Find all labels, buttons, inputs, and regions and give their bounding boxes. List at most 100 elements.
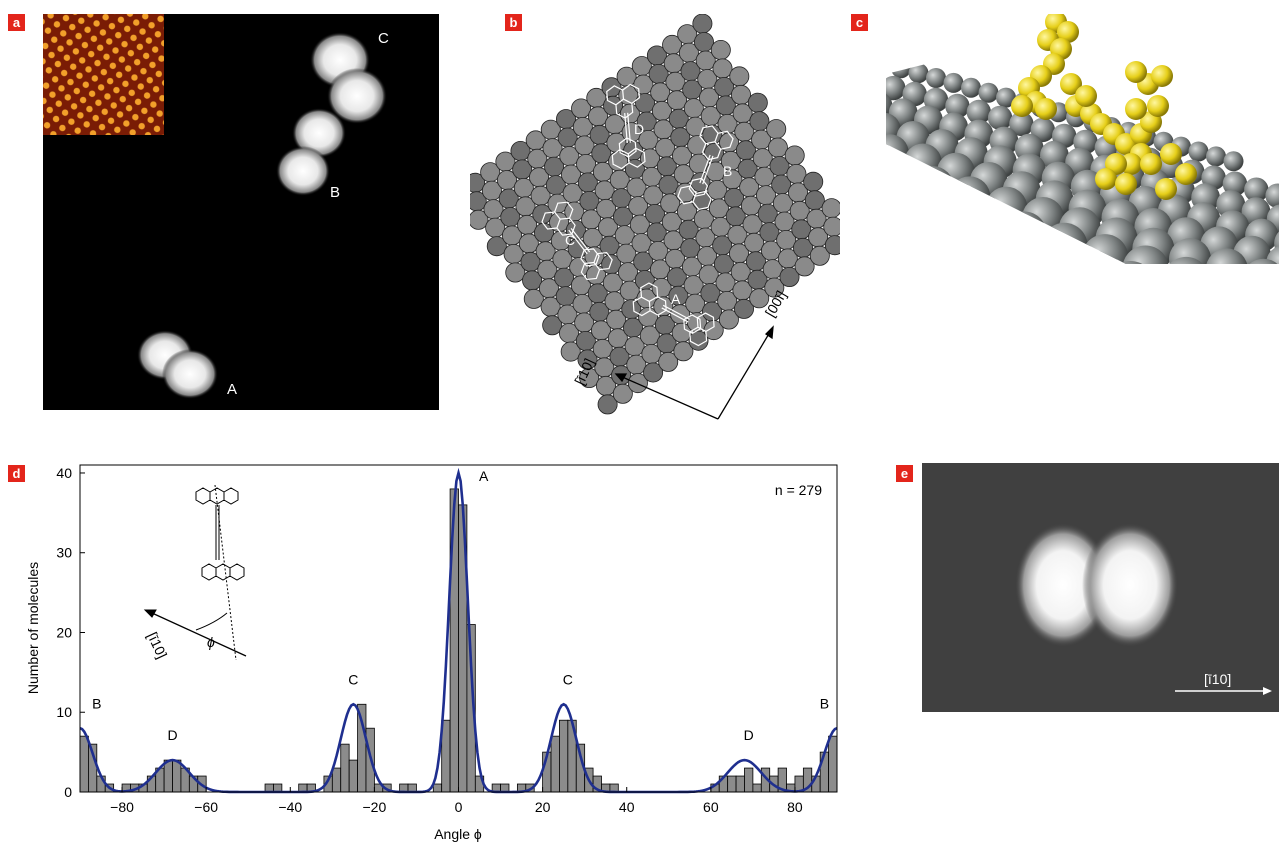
- substrate-sphere: [926, 68, 946, 88]
- molecule-atom: [1140, 153, 1162, 175]
- substrate-sphere: [886, 227, 898, 264]
- surface-atom: [730, 84, 751, 105]
- y-axis-label: Number of molecules: [25, 562, 41, 694]
- substrate-sphere: [934, 233, 990, 264]
- substrate-sphere: [1009, 111, 1034, 137]
- molecule-atom: [1160, 143, 1182, 165]
- peak-label: B: [820, 695, 829, 711]
- substrate-sphere: [1205, 248, 1248, 264]
- peak-label: B: [92, 695, 101, 711]
- stm-image-e: [ī10]: [922, 463, 1279, 712]
- surface-atom: [786, 163, 807, 184]
- panel-label-c: c: [851, 14, 868, 31]
- x-tick-label: −20: [363, 799, 387, 815]
- surface-atom: [579, 367, 600, 388]
- molecule-atom: [1125, 61, 1147, 83]
- surface-atom: [766, 119, 787, 140]
- substrate-sphere: [942, 256, 1002, 264]
- x-axis-ticks: −80 −60 −40 −20 0 20 40 60 80: [110, 787, 803, 815]
- surface-atom: [729, 66, 750, 87]
- surface-atom: [823, 216, 840, 237]
- substrate-sphere: [1244, 177, 1269, 202]
- surface-atom: [560, 341, 581, 362]
- peak-label: C: [348, 671, 358, 687]
- surface-atom: [794, 256, 815, 277]
- substrate-sphere: [1266, 244, 1279, 264]
- sample-count: n = 279: [775, 482, 822, 498]
- surface-atom: [542, 315, 563, 336]
- substrate-sphere: [1031, 260, 1087, 264]
- surface-atom: [505, 262, 526, 283]
- marker-c-b: C: [565, 232, 575, 248]
- histogram-bar: [550, 735, 560, 793]
- substrate-sphere: [983, 247, 1039, 264]
- substrate-sphere: [927, 211, 978, 262]
- surface-atom: [821, 198, 840, 219]
- substrate-sphere: [1065, 147, 1094, 177]
- histogram-bar: [172, 759, 182, 793]
- x-tick-label: 20: [535, 799, 551, 815]
- lattice-inset: [43, 14, 164, 135]
- peak-label: D: [167, 727, 177, 743]
- histogram-bar: [752, 783, 762, 793]
- inset-angle-symbol: ϕ: [207, 634, 215, 650]
- surface-atom: [733, 298, 754, 319]
- surface-atom: [710, 39, 731, 61]
- surface-atom: [658, 351, 679, 372]
- peak-labels: A B B C C D D: [92, 468, 829, 743]
- inset-direction-label: [ī10]: [144, 630, 170, 661]
- panel-label-b: b: [505, 14, 522, 31]
- x-tick-label: −80: [110, 799, 134, 815]
- substrate-sphere: [919, 188, 966, 235]
- surface-atom: [804, 190, 825, 211]
- surface-atom: [803, 171, 824, 192]
- surface-atom: [470, 209, 489, 230]
- substrate-sphere: [904, 143, 942, 182]
- surface-atom: [673, 341, 694, 362]
- substrate-sphere: [1223, 151, 1244, 172]
- histogram-bars: [79, 488, 838, 793]
- substrate-sphere: [1000, 211, 1047, 258]
- y-tick-label: 20: [56, 624, 72, 640]
- surface-atom: [809, 245, 830, 266]
- adsorbed-molecule: [1011, 14, 1197, 200]
- panel-label-a: a: [8, 14, 25, 31]
- x-tick-label: 40: [619, 799, 635, 815]
- surface-atom: [627, 373, 648, 394]
- substrate-sphere: [966, 99, 991, 125]
- x-tick-label: 60: [703, 799, 719, 815]
- molecule-atom: [1060, 73, 1082, 95]
- histogram-bar: [559, 719, 569, 793]
- molecule-atom: [1011, 95, 1033, 117]
- y-tick-label: 10: [56, 704, 72, 720]
- molecule-atom: [1057, 21, 1079, 43]
- direction-label-e: [ī10]: [1204, 671, 1231, 687]
- y-axis-ticks: 0 10 20 30 40: [56, 465, 85, 800]
- marker-b-b: B: [723, 163, 732, 179]
- surface-atom: [692, 14, 713, 34]
- substrate-sphere: [891, 58, 911, 79]
- substrate-sphere: [948, 176, 991, 219]
- surface-atom: [749, 111, 770, 132]
- direction-arrows-b: [614, 325, 774, 420]
- surface-atom: [718, 309, 739, 330]
- histogram-bar: [163, 759, 173, 793]
- substrate-sphere: [886, 198, 934, 250]
- x-tick-label: 0: [455, 799, 463, 815]
- surface-atom: [523, 288, 544, 309]
- histogram-bar: [348, 759, 358, 793]
- substrate-sphere: [1265, 183, 1279, 208]
- substrate-sphere: [1022, 197, 1064, 239]
- substrate-sphere: [985, 186, 1028, 229]
- histogram-bar: [340, 743, 350, 793]
- histogram-bar: [727, 775, 737, 793]
- histogram-bar: [735, 775, 745, 793]
- molecule-atom: [1075, 85, 1097, 107]
- x-tick-label: 80: [787, 799, 803, 815]
- surface-atom: [747, 92, 768, 113]
- histogram-bar: [744, 767, 754, 793]
- substrate-sphere: [886, 75, 906, 101]
- atom-lattice: [470, 14, 840, 415]
- molecule-atom: [1035, 98, 1057, 120]
- stm-image-a: C B A: [43, 14, 439, 410]
